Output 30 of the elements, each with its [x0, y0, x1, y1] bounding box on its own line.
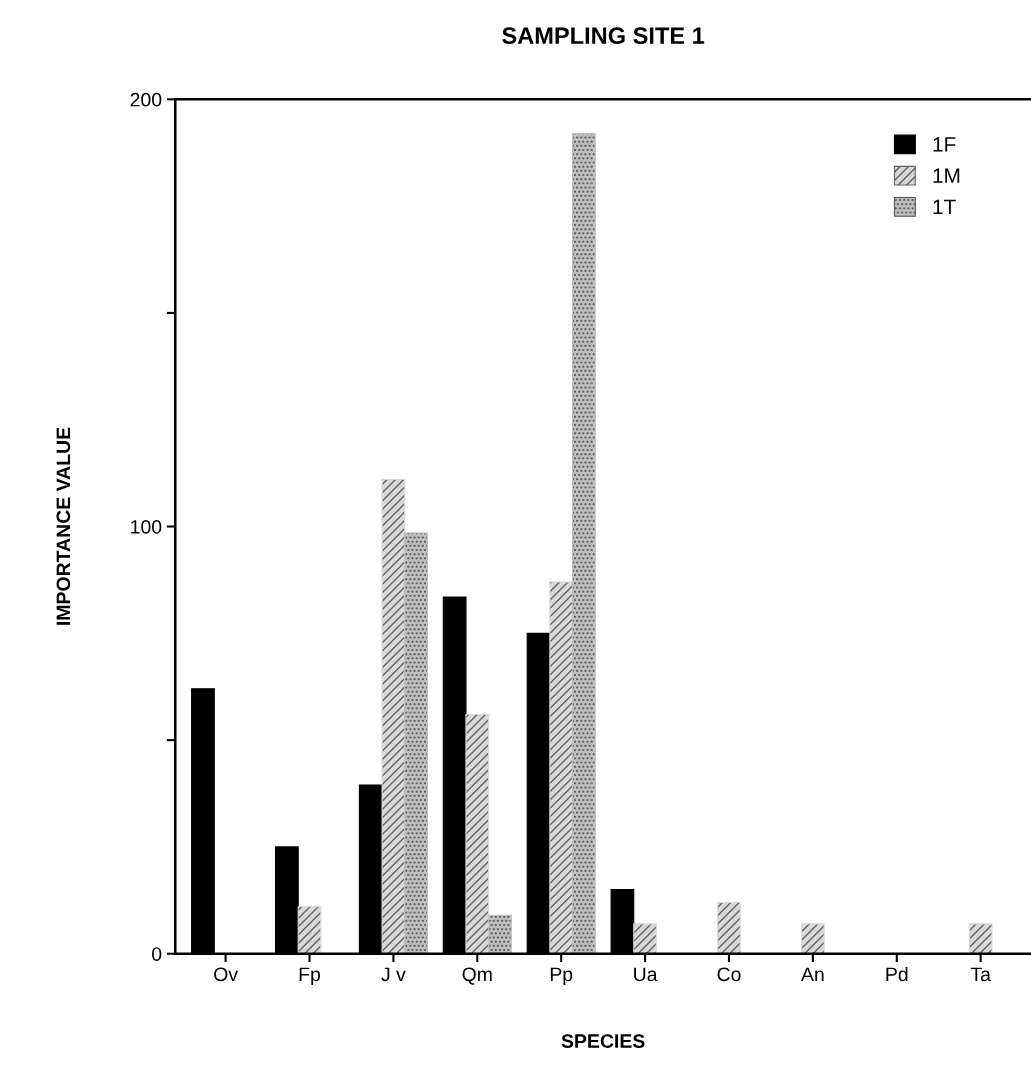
- bar: [717, 901, 741, 954]
- bar: [465, 713, 490, 954]
- bar: [633, 923, 657, 954]
- x-tick-label: Co: [717, 967, 741, 982]
- x-tick-label: Qm: [462, 967, 492, 985]
- bar: [488, 914, 512, 954]
- x-tick-label: Pp: [550, 967, 573, 986]
- bar: [571, 132, 596, 954]
- bar: [549, 581, 574, 954]
- legend-label: 1M: [933, 168, 960, 183]
- y-tick-label: 100: [131, 519, 162, 534]
- legend-label: 1T: [933, 199, 956, 215]
- y-tick-label: 200: [130, 92, 162, 107]
- bar: [800, 923, 825, 954]
- legend-label: 1F: [933, 137, 956, 152]
- x-tick-label: Ua: [634, 967, 658, 982]
- chart-title: SAMPLING SITE 1: [502, 27, 705, 44]
- y-axis-title: IMPORTANCE VALUE: [56, 427, 71, 625]
- x-tick-label: Ta: [970, 967, 991, 982]
- x-tick-label: Pd: [886, 966, 908, 982]
- bar: [297, 906, 322, 954]
- bar: [968, 923, 993, 954]
- x-tick-label: An: [801, 967, 824, 982]
- y-tick-label: 0: [152, 947, 162, 961]
- x-axis-title: SPECIES: [561, 1034, 645, 1048]
- x-tick-label: J v: [381, 967, 406, 982]
- bar: [404, 532, 428, 954]
- x-tick-label: Fp: [299, 967, 321, 986]
- x-tick-label: Ov: [214, 967, 238, 982]
- bar: [381, 478, 406, 954]
